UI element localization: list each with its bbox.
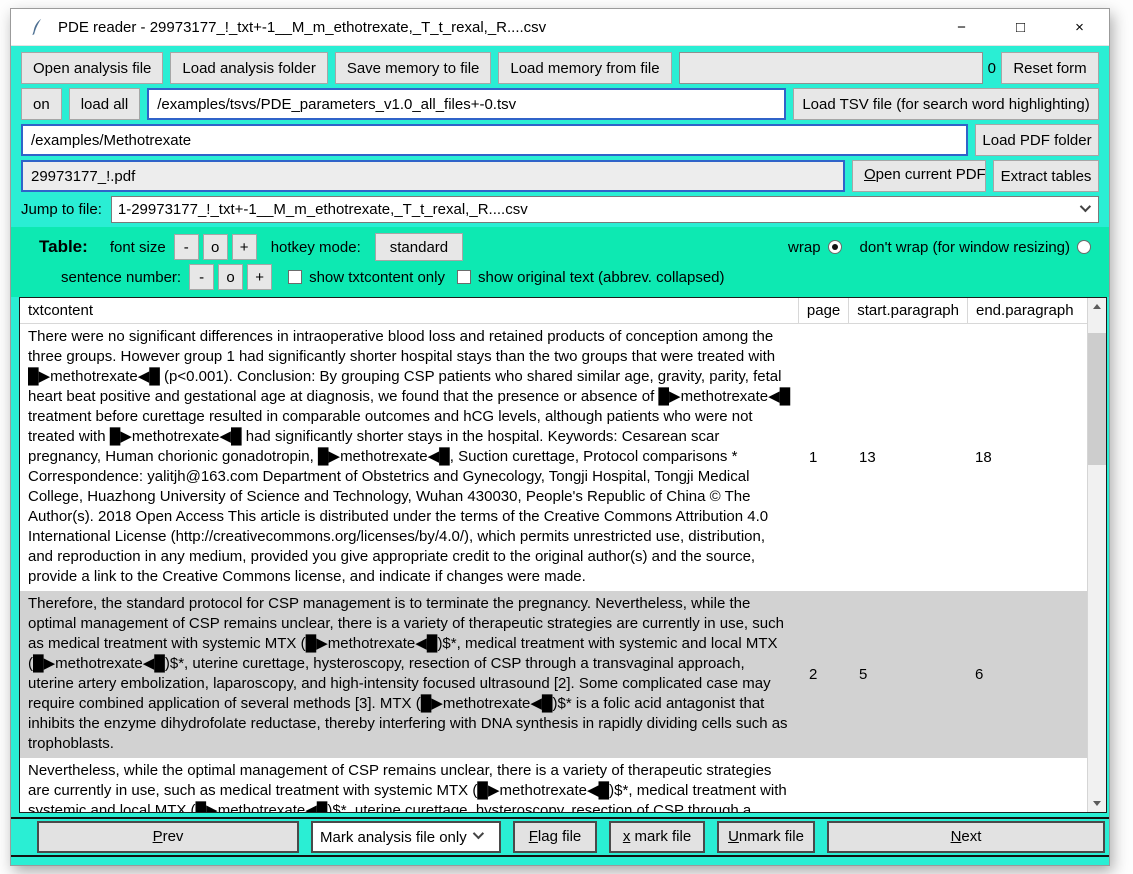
wrap-radio[interactable] bbox=[827, 240, 842, 254]
font-size-increase-button[interactable]: + bbox=[231, 234, 257, 260]
page-cell bbox=[801, 758, 851, 812]
toolbar-row-1: Open analysis file Load analysis folder … bbox=[21, 52, 1099, 84]
load-memory-from-file-button[interactable]: Load memory from file bbox=[498, 52, 672, 84]
maximize-button[interactable]: □ bbox=[1015, 18, 1026, 36]
tsv-path-input[interactable] bbox=[147, 88, 786, 120]
end-paragraph-cell: 18 bbox=[975, 449, 992, 466]
jump-to-file-combobox[interactable]: 1-29973177_!_txt+-1__M_m_ethotrexate,_T_… bbox=[110, 196, 1099, 223]
table-body: There were no significant differences in… bbox=[20, 324, 1087, 812]
column-header-start-paragraph[interactable]: start.paragraph bbox=[848, 298, 967, 323]
table-row[interactable]: There were no significant differences in… bbox=[20, 324, 1087, 591]
font-size-decrease-button[interactable]: - bbox=[173, 234, 199, 260]
sentence-number-reset-button[interactable]: o bbox=[218, 264, 244, 290]
scrollbar-down-icon[interactable] bbox=[1088, 795, 1106, 812]
memory-entry[interactable] bbox=[678, 52, 983, 84]
start-paragraph-cell: 5 bbox=[859, 666, 868, 683]
scrollbar-track[interactable] bbox=[1088, 315, 1106, 795]
jump-to-file-value: 1-29973177_!_txt+-1__M_m_ethotrexate,_T_… bbox=[117, 201, 528, 218]
show-original-text-checkbox[interactable] bbox=[457, 270, 471, 284]
load-pdf-folder-button[interactable]: Load PDF folder bbox=[975, 124, 1099, 156]
reset-form-button[interactable]: Reset form bbox=[1001, 52, 1099, 84]
show-txtcontent-only-checkbox[interactable] bbox=[288, 270, 303, 284]
show-original-text-label: show original text (abbrev. collapsed) bbox=[478, 268, 725, 286]
scrollbar-thumb[interactable] bbox=[1088, 333, 1106, 465]
jump-to-file-label: Jump to file: bbox=[21, 201, 102, 218]
hotkey-mode-button[interactable]: standard bbox=[374, 233, 464, 261]
vertical-scrollbar[interactable] bbox=[1087, 298, 1106, 812]
scrollbar-up-icon[interactable] bbox=[1088, 298, 1106, 315]
flag-file-button[interactable]: Flag file bbox=[513, 821, 597, 853]
toolbar-row-2: on load all Load TSV file (for search wo… bbox=[21, 88, 1099, 120]
window-controls: − □ × bbox=[932, 9, 1109, 45]
end-paragraph-cell: 6 bbox=[975, 666, 984, 683]
open-current-pdf-button[interactable]: Open current PDF bbox=[852, 160, 986, 192]
wrap-label: wrap bbox=[788, 238, 821, 256]
dont-wrap-radio[interactable] bbox=[1077, 240, 1091, 254]
start-paragraph-cell: 13 bbox=[859, 449, 876, 466]
txtcontent-cell: Therefore, the standard protocol for CSP… bbox=[28, 595, 788, 752]
column-header-page[interactable]: page bbox=[797, 298, 848, 323]
mark-mode-combobox[interactable]: Mark analysis file only bbox=[311, 821, 501, 853]
minimize-button[interactable]: − bbox=[957, 18, 966, 36]
table-row[interactable]: Nevertheless, while the optimal manageme… bbox=[20, 758, 1087, 812]
column-header-txtcontent[interactable]: txtcontent bbox=[28, 302, 94, 319]
x-mark-file-button[interactable]: x mark file bbox=[609, 821, 705, 853]
toolbar-row-3: Load PDF folder bbox=[21, 124, 1099, 156]
dont-wrap-label: don't wrap (for window resizing) bbox=[859, 238, 1070, 256]
memory-count: 0 bbox=[987, 59, 996, 77]
page-cell: 1 bbox=[809, 449, 818, 466]
window-title: PDE reader - 29973177_!_txt+-1__M_m_etho… bbox=[58, 18, 547, 36]
txtcontent-cell: There were no significant differences in… bbox=[28, 328, 791, 585]
python-feather-icon bbox=[32, 18, 42, 36]
next-button[interactable]: Next bbox=[827, 821, 1105, 853]
chevron-down-icon[interactable] bbox=[1079, 200, 1092, 212]
extract-tables-button[interactable]: Extract tables bbox=[993, 160, 1099, 192]
results-table: txtcontent page start.paragraph end.para… bbox=[19, 297, 1107, 813]
table-section-title: Table: bbox=[39, 237, 88, 256]
font-size-label: font size bbox=[109, 238, 166, 256]
sentence-number-decrease-button[interactable]: - bbox=[189, 264, 215, 290]
pdf-folder-input[interactable] bbox=[21, 124, 968, 156]
save-memory-to-file-button[interactable]: Save memory to file bbox=[334, 52, 492, 84]
load-analysis-folder-button[interactable]: Load analysis folder bbox=[170, 52, 328, 84]
pde-reader-window: PDE reader - 29973177_!_txt+-1__M_m_etho… bbox=[10, 8, 1110, 866]
end-paragraph-cell bbox=[967, 758, 1087, 812]
txtcontent-cell: Nevertheless, while the optimal manageme… bbox=[28, 762, 787, 812]
chevron-down-icon[interactable] bbox=[472, 827, 484, 840]
toolbar-row-4: Open current PDF Extract tables bbox=[21, 160, 1099, 192]
font-size-reset-button[interactable]: o bbox=[202, 234, 228, 260]
start-paragraph-cell bbox=[851, 758, 967, 812]
sentence-number-label: sentence number: bbox=[61, 268, 182, 286]
bottom-padding bbox=[11, 857, 1109, 865]
mark-mode-value: Mark analysis file only bbox=[320, 828, 467, 846]
load-tsv-button[interactable]: Load TSV file (for search word highlight… bbox=[793, 88, 1099, 120]
jump-to-file-row: Jump to file: 1-29973177_!_txt+-1__M_m_e… bbox=[21, 196, 1099, 223]
table-main: txtcontent page start.paragraph end.para… bbox=[20, 298, 1087, 812]
prev-button[interactable]: Prev bbox=[37, 821, 299, 853]
load-all-button[interactable]: load all bbox=[68, 88, 141, 120]
open-analysis-file-button[interactable]: Open analysis file bbox=[21, 52, 164, 84]
current-pdf-input[interactable] bbox=[21, 160, 845, 192]
unmark-file-button[interactable]: Unmark file bbox=[717, 821, 815, 853]
page-cell: 2 bbox=[809, 666, 818, 683]
table-row-selected[interactable]: Therefore, the standard protocol for CSP… bbox=[20, 591, 1087, 758]
sentence-number-increase-button[interactable]: + bbox=[247, 264, 273, 290]
table-controls-row-2: sentence number: - o + show txtcontent o… bbox=[23, 263, 1097, 291]
table-controls-strip: Table: font size - o + hotkey mode: stan… bbox=[11, 227, 1109, 297]
show-txtcontent-only-label: show txtcontent only bbox=[309, 268, 445, 286]
footer-bar: Prev Mark analysis file only Flag file x… bbox=[11, 817, 1109, 857]
table-controls-row-1: Table: font size - o + hotkey mode: stan… bbox=[23, 231, 1097, 263]
title-bar[interactable]: PDE reader - 29973177_!_txt+-1__M_m_etho… bbox=[11, 9, 1109, 46]
column-header-end-paragraph[interactable]: end.paragraph bbox=[967, 298, 1087, 323]
hotkey-mode-label: hotkey mode: bbox=[270, 238, 361, 256]
close-button[interactable]: × bbox=[1075, 18, 1084, 36]
table-header-row: txtcontent page start.paragraph end.para… bbox=[20, 298, 1087, 324]
highlight-on-button[interactable]: on bbox=[21, 88, 62, 120]
